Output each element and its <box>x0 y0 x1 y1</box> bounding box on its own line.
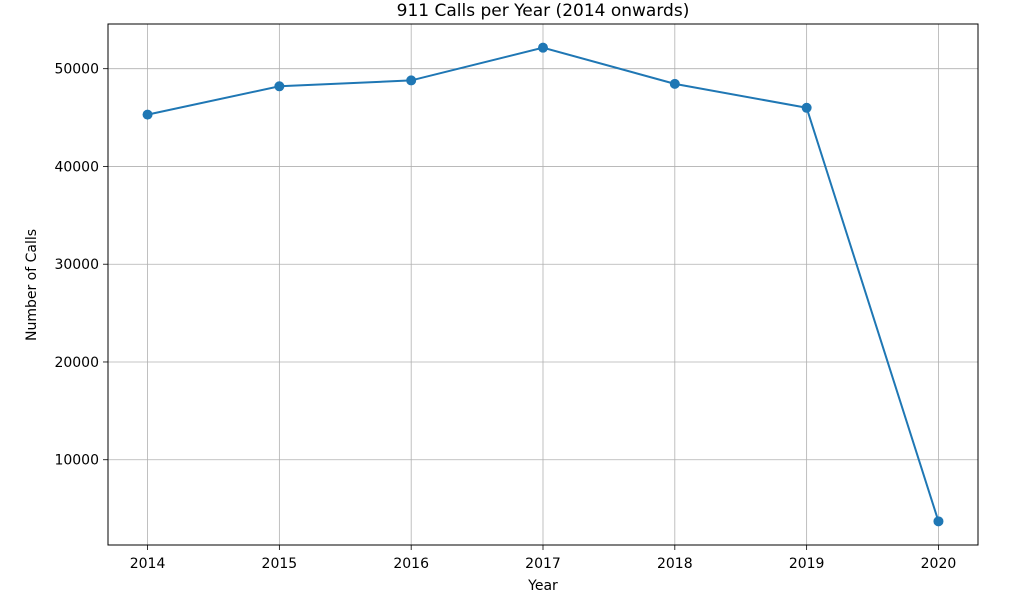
x-tick-label: 2017 <box>525 556 561 572</box>
y-tick-label: 40000 <box>54 159 99 175</box>
chart-title: 911 Calls per Year (2014 onwards) <box>397 1 690 21</box>
y-axis-title: Number of Calls <box>24 229 40 341</box>
data-point <box>142 109 153 120</box>
x-tick-label: 2016 <box>393 556 429 572</box>
x-axis: 2014 2015 2016 2017 2018 2019 2020 <box>130 545 957 572</box>
x-tick-label: 2019 <box>789 556 825 572</box>
y-tick-label: 30000 <box>54 257 99 273</box>
data-point <box>538 42 548 53</box>
grid-lines <box>108 24 978 545</box>
data-point <box>669 78 680 89</box>
data-point <box>406 75 417 86</box>
x-axis-title: Year <box>527 578 558 594</box>
y-tick-label: 10000 <box>54 453 99 469</box>
data-point <box>274 81 285 92</box>
x-tick-label: 2018 <box>657 556 693 572</box>
y-tick-label: 20000 <box>54 355 99 371</box>
data-point <box>933 516 944 527</box>
x-tick-label: 2015 <box>262 556 298 572</box>
y-axis: 10000 20000 30000 40000 50000 <box>54 62 108 469</box>
data-point <box>801 102 812 113</box>
x-tick-label: 2020 <box>921 556 957 572</box>
y-tick-label: 50000 <box>54 62 99 78</box>
data-points <box>142 42 944 527</box>
x-tick-label: 2014 <box>130 556 166 572</box>
